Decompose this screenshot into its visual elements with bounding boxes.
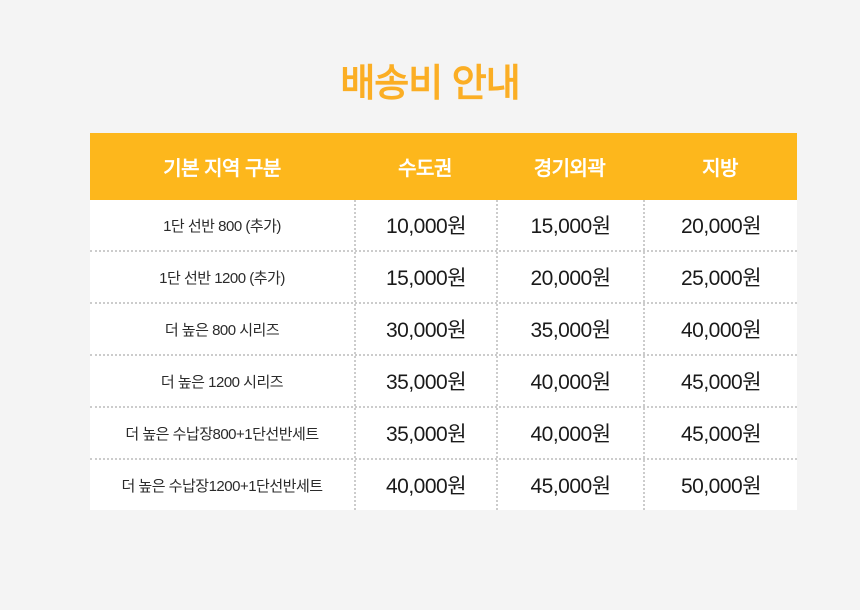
header-metro-area: 수도권 xyxy=(398,158,452,180)
table-header-row: 기본 지역 구분 수도권 경기외곽 지방 xyxy=(90,133,797,200)
price-cell-gyeonggi-outskirts: 45,000원 xyxy=(496,460,643,510)
header-region-category: 기본 지역 구분 xyxy=(163,158,281,180)
table-row: 1단 선반 800 (추가) 10,000원 15,000원 20,000원 xyxy=(90,200,797,250)
table-row: 더 높은 수납장1200+1단선반세트 40,000원 45,000원 50,0… xyxy=(90,458,797,510)
row-label: 더 높은 800 시리즈 xyxy=(164,321,280,339)
price-cell-metro: 35,000원 xyxy=(354,356,496,406)
price-cell-metro: 30,000원 xyxy=(354,304,496,354)
price-cell-gyeonggi-outskirts: 35,000원 xyxy=(496,304,643,354)
price-cell-gyeonggi-outskirts: 20,000원 xyxy=(496,252,643,302)
price-cell-metro: 15,000원 xyxy=(354,252,496,302)
price-cell-provinces: 40,000원 xyxy=(643,304,797,354)
price-cell-provinces: 20,000원 xyxy=(643,200,797,250)
table-body: 1단 선반 800 (추가) 10,000원 15,000원 20,000원 1… xyxy=(90,200,797,510)
row-label: 더 높은 수납장800+1단선반세트 xyxy=(125,425,319,443)
price-cell-gyeonggi-outskirts: 40,000원 xyxy=(496,356,643,406)
table-row: 더 높은 1200 시리즈 35,000원 40,000원 45,000원 xyxy=(90,354,797,406)
table-row: 더 높은 수납장800+1단선반세트 35,000원 40,000원 45,00… xyxy=(90,406,797,458)
price-cell-gyeonggi-outskirts: 40,000원 xyxy=(496,408,643,458)
row-label: 1단 선반 800 (추가) xyxy=(163,217,281,235)
price-cell-metro: 35,000원 xyxy=(354,408,496,458)
price-cell-provinces: 45,000원 xyxy=(643,356,797,406)
header-gyeonggi-outskirts: 경기외곽 xyxy=(533,158,606,180)
price-cell-gyeonggi-outskirts: 15,000원 xyxy=(496,200,643,250)
price-cell-provinces: 45,000원 xyxy=(643,408,797,458)
price-cell-metro: 10,000원 xyxy=(354,200,496,250)
header-provinces: 지방 xyxy=(702,158,738,180)
shipping-fee-table: 기본 지역 구분 수도권 경기외곽 지방 1단 선반 800 (추가) 10,0… xyxy=(90,133,797,510)
table-row: 1단 선반 1200 (추가) 15,000원 20,000원 25,000원 xyxy=(90,250,797,302)
price-cell-provinces: 50,000원 xyxy=(643,460,797,510)
price-cell-metro: 40,000원 xyxy=(354,460,496,510)
row-label: 더 높은 1200 시리즈 xyxy=(160,373,284,391)
price-cell-provinces: 25,000원 xyxy=(643,252,797,302)
table-row: 더 높은 800 시리즈 30,000원 35,000원 40,000원 xyxy=(90,302,797,354)
page-title: 배송비 안내 xyxy=(340,63,520,105)
row-label: 더 높은 수납장1200+1단선반세트 xyxy=(121,477,323,495)
row-label: 1단 선반 1200 (추가) xyxy=(159,269,285,287)
